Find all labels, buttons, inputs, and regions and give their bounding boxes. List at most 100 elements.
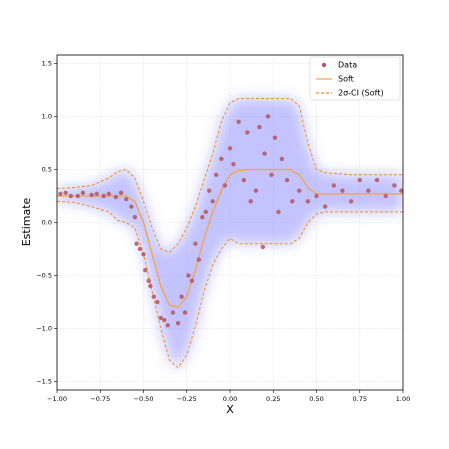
ci-line [57,97,403,253]
legend-marker [321,62,327,68]
point [366,188,371,193]
point [260,244,266,250]
point [207,188,212,193]
point [297,188,302,193]
point [203,209,208,215]
legend-box [309,56,401,101]
point [155,299,160,305]
point [348,199,354,204]
x-tick-label: 0.00 [223,395,237,403]
point [158,315,163,321]
x-tick-label: 0.50 [309,395,323,403]
y-tick-label: −0.5 [36,272,52,280]
point [118,190,124,196]
point [137,246,143,252]
point [196,257,202,262]
point [219,156,224,162]
point [227,146,233,151]
y-tick-label: 1.5 [42,59,52,67]
ci-line [57,200,403,369]
legend-label: Soft [338,75,354,84]
legend-label: Data [338,61,357,70]
point [182,310,188,315]
x-tick-label: −0.25 [177,395,197,403]
legend-label: 2σ-CI (Soft) [338,89,384,98]
line [57,168,403,309]
point [186,273,191,278]
point [272,135,278,140]
x-tick-label: −1.00 [47,395,67,403]
point [134,241,139,246]
point [143,268,148,273]
y-tick-label: 1.0 [42,112,52,120]
point [322,204,328,209]
point [269,172,274,177]
x-tick-label: −0.75 [90,395,110,403]
y-tick-label: 0.5 [42,165,52,173]
point [113,194,119,200]
point [148,283,153,289]
point [68,193,74,199]
point [106,191,112,197]
point [222,183,228,188]
point [245,130,250,135]
point [124,196,129,202]
x-tick-label: 0.25 [266,395,280,403]
point [75,193,80,199]
point [94,191,99,197]
x-tick-label: 0.75 [353,395,367,403]
point [392,183,397,188]
point [241,177,247,183]
point [132,214,138,220]
point [231,161,236,167]
point [193,241,198,246]
point [305,199,311,204]
x-tick-label: 1.00 [396,395,410,403]
x-tick-label: −0.50 [134,395,154,403]
y-tick-label: 0.0 [42,219,52,227]
point [262,151,267,156]
y-axis-label: Estimate [20,197,33,246]
point [141,252,146,257]
y-tick-label: −1.5 [36,378,52,386]
point [89,192,94,198]
point [284,177,290,183]
point [276,209,281,215]
point [200,214,205,220]
point [314,193,319,199]
point [253,188,259,193]
legend: Data Soft 2σ-CI (Soft) [309,56,401,101]
point [383,193,388,199]
point [101,193,106,199]
point [165,323,170,328]
point [236,119,241,124]
point [265,114,271,119]
point [210,199,215,204]
point [146,278,151,284]
point [374,177,380,183]
point [179,294,184,299]
point [189,278,195,284]
point [340,188,345,193]
point [290,199,295,204]
point [213,172,219,177]
ci-shade [57,98,403,368]
point [80,190,86,196]
point [331,183,336,188]
plot-area [57,55,403,390]
point [175,321,181,326]
x-axis-label: X [226,403,234,416]
point [279,156,285,162]
point [129,204,134,209]
point [58,191,63,197]
point [151,294,157,299]
point [170,310,176,315]
y-tick-label: −1.0 [36,325,52,333]
point [248,199,253,204]
point [399,188,403,193]
point [257,124,262,130]
point [162,317,167,323]
point [63,190,68,196]
point [357,177,362,183]
